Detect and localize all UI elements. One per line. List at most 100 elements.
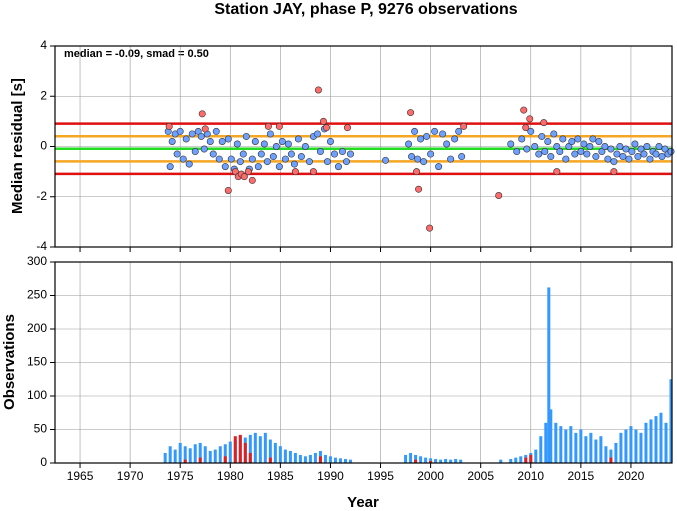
bar: [419, 456, 423, 463]
point: [407, 109, 415, 117]
bar: [248, 452, 252, 463]
point: [565, 143, 573, 151]
point: [221, 163, 229, 171]
point: [592, 153, 600, 161]
x-tick-label: 2000: [417, 469, 444, 483]
y-tick-label: 50: [34, 422, 48, 436]
bar: [414, 459, 418, 463]
bar: [253, 432, 257, 463]
point: [513, 148, 521, 156]
chart-title: Station JAY, phase P, 9276 observations: [214, 1, 517, 18]
bar: [243, 442, 247, 463]
point: [326, 137, 334, 145]
point: [218, 137, 226, 145]
bar: [544, 422, 548, 463]
point: [227, 155, 235, 163]
point: [297, 153, 305, 161]
bar: [429, 458, 433, 463]
point: [284, 140, 292, 148]
point: [224, 135, 232, 143]
point: [661, 145, 669, 153]
bar: [554, 422, 558, 463]
point: [522, 124, 530, 132]
x-tick-label: 2015: [568, 469, 595, 483]
point: [330, 150, 338, 158]
bar: [404, 454, 408, 463]
bar: [439, 459, 443, 463]
plot-frame: [54, 261, 673, 464]
point: [443, 140, 451, 148]
point: [415, 185, 423, 193]
bar: [288, 450, 292, 463]
point: [201, 125, 209, 133]
bar: [639, 432, 643, 463]
bar: [534, 449, 538, 463]
point: [439, 130, 447, 138]
point: [423, 132, 431, 140]
point: [527, 127, 535, 135]
point: [342, 158, 350, 166]
y-tick-label: 300: [27, 254, 47, 268]
bar: [519, 456, 523, 463]
bar: [173, 449, 177, 463]
x-tick-label: 2010: [517, 469, 544, 483]
x-tick-label: 1970: [117, 469, 144, 483]
bar: [539, 436, 543, 463]
point: [655, 143, 663, 151]
bar: [298, 454, 302, 463]
point: [414, 155, 422, 163]
point: [323, 158, 331, 166]
bar: [183, 459, 187, 463]
point: [316, 148, 324, 156]
point: [322, 124, 330, 132]
point: [313, 130, 321, 138]
bar: [594, 439, 598, 463]
point: [643, 143, 651, 151]
point: [319, 117, 327, 125]
bar: [323, 454, 327, 463]
x-tick-label: 1995: [367, 469, 394, 483]
point: [577, 148, 585, 156]
y-tick-label: 200: [27, 321, 47, 335]
bar: [338, 458, 342, 463]
point: [182, 135, 190, 143]
bar: [188, 448, 192, 463]
point: [607, 145, 615, 153]
point: [248, 155, 256, 163]
point: [553, 168, 561, 176]
point: [264, 122, 272, 130]
point: [338, 148, 346, 156]
bar: [193, 444, 197, 463]
point: [233, 140, 241, 148]
bar: [293, 452, 297, 463]
bar: [278, 446, 282, 463]
point: [309, 168, 317, 176]
point: [619, 153, 627, 161]
point: [610, 168, 618, 176]
bar: [343, 458, 347, 463]
bar: [649, 419, 653, 463]
point: [212, 127, 220, 135]
x-tick-label: 2020: [618, 469, 645, 483]
point: [640, 150, 648, 158]
point: [616, 143, 624, 151]
point: [420, 158, 428, 166]
bar: [524, 457, 528, 463]
y-tick-label: 150: [27, 355, 47, 369]
bar: [313, 452, 317, 463]
point: [176, 127, 184, 135]
bar: [569, 426, 573, 463]
point: [583, 150, 591, 158]
bar: [514, 457, 518, 463]
bar: [178, 442, 182, 463]
point: [287, 150, 295, 158]
bar: [163, 452, 167, 463]
bar: [659, 412, 663, 463]
bar: [644, 422, 648, 463]
bar: [619, 432, 623, 463]
y-tick-label: -4: [36, 239, 47, 253]
point: [173, 150, 181, 158]
point: [595, 137, 603, 145]
point: [562, 155, 570, 163]
